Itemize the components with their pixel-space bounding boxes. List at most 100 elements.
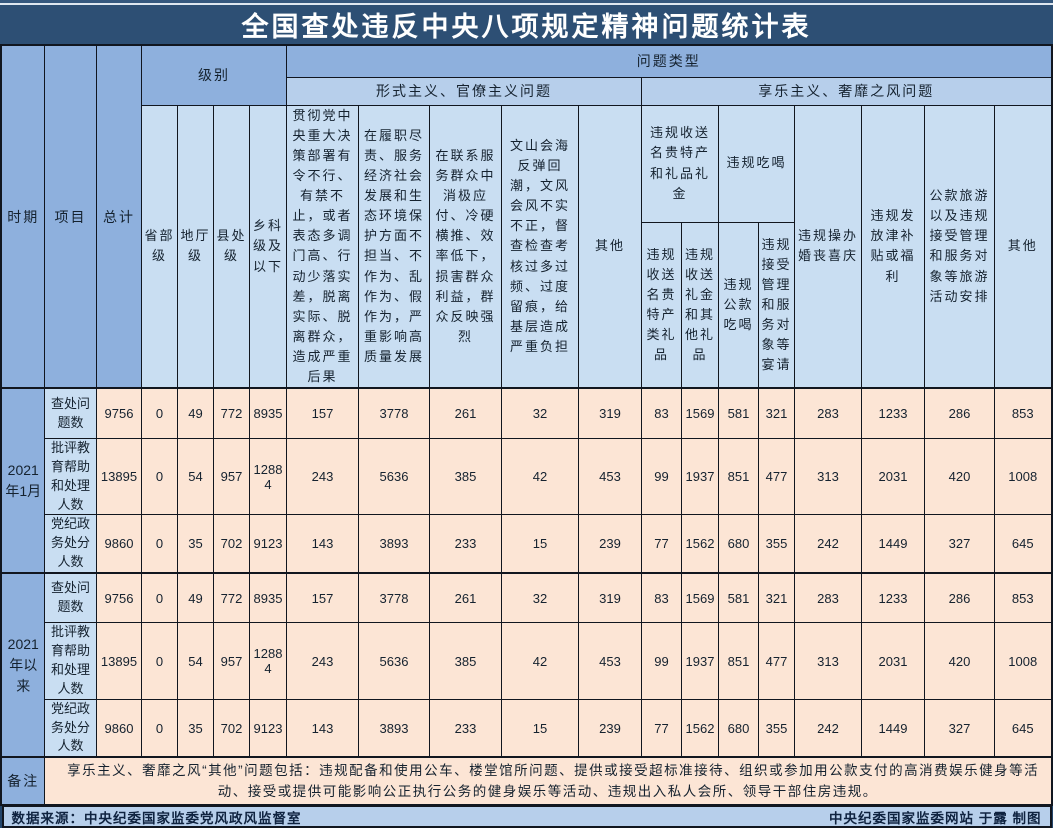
data-cell: 9123: [248, 698, 287, 758]
data-cell: 321: [757, 571, 795, 624]
data-cell: 477: [757, 622, 795, 700]
header-item: 项目: [43, 44, 97, 389]
data-cell: 851: [717, 437, 759, 516]
data-cell: 702: [212, 514, 250, 574]
data-cell: 1449: [860, 698, 925, 758]
data-cell: 42: [500, 622, 579, 700]
stats-table: 时期 项目 总计 级别 问题类型 形式主义、官僚主义问题 享乐主义、奢靡之风问题…: [0, 44, 1053, 807]
data-cell: 99: [640, 437, 682, 516]
data-cell: 313: [793, 622, 862, 700]
header-dining-group: 违规吃喝: [717, 104, 795, 223]
data-cell: 581: [717, 387, 759, 439]
data-cell: 0: [140, 571, 178, 624]
header-level-prefecture: 地厅级: [176, 104, 214, 389]
data-cell: 3778: [357, 387, 430, 439]
page-title: 全国查处违反中央八项规定精神问题统计表: [241, 12, 812, 42]
data-cell: 1562: [680, 698, 719, 758]
data-cell: 54: [176, 622, 214, 700]
data-cell: 83: [640, 387, 682, 439]
data-cell: 243: [285, 622, 359, 700]
data-cell: 9860: [95, 514, 142, 574]
header-allowances: 违规发放津补贴或福利: [860, 104, 925, 389]
table-row: 批评教育帮助和处理人数 13895 0 54 957 12884 243 563…: [1, 622, 1053, 700]
data-cell: 286: [923, 387, 995, 439]
data-cell: 3893: [357, 698, 430, 758]
data-cell: 327: [923, 698, 995, 758]
header-level-county: 县处级: [212, 104, 250, 389]
data-cell: 1569: [680, 571, 719, 624]
data-cell: 645: [993, 698, 1053, 758]
data-cell: 49: [176, 571, 214, 624]
title-bar: 全国查处违反中央八项规定精神问题统计表: [0, 5, 1053, 44]
header-gift-group: 违规收送名贵特产和礼品礼金: [640, 104, 719, 223]
data-cell: 9756: [95, 571, 142, 624]
remark-text: 享乐主义、奢靡之风“其他”问题包括：违规配备和使用公车、楼堂馆所问题、提供或接受…: [43, 756, 1053, 806]
header-travel: 公款旅游以及违规接受管理和服务对象等旅游活动安排: [923, 104, 995, 389]
data-cell: 772: [212, 387, 250, 439]
data-cell: 957: [212, 437, 250, 516]
data-cell: 1937: [680, 622, 719, 700]
data-cell: 680: [717, 514, 759, 574]
data-cell: 5636: [357, 437, 430, 516]
row-label: 批评教育帮助和处理人数: [43, 437, 97, 516]
header-level-group: 级别: [140, 44, 287, 106]
header-formalism-other: 其他: [577, 104, 642, 389]
header-row-1: 时期 项目 总计 级别 问题类型: [0, 44, 1053, 389]
data-cell: 143: [285, 514, 359, 574]
data-cell: 286: [923, 571, 995, 624]
row-label: 党纪政务处分人数: [43, 698, 97, 758]
table-row: 党纪政务处分人数 9860 0 35 702 9123 143 3893 233…: [1, 514, 1053, 574]
header-dining-banquets: 违规接受管理和服务对象等宴请: [757, 221, 795, 389]
data-cell: 702: [212, 698, 250, 758]
data-cell: 1562: [680, 514, 719, 574]
data-cell: 355: [757, 698, 795, 758]
header-period: 时期: [0, 44, 45, 389]
header-gift-money: 违规收送礼金和其他礼品: [680, 221, 719, 389]
data-cell: 321: [757, 387, 795, 439]
data-cell: 77: [640, 514, 682, 574]
data-cell: 772: [212, 571, 250, 624]
table-row: 批评教育帮助和处理人数 13895 0 54 957 12884 243 563…: [1, 437, 1053, 516]
top-divider-line: [0, 3, 1053, 5]
data-cell: 13895: [95, 622, 142, 700]
header-weddings: 违规操办婚丧喜庆: [793, 104, 862, 389]
data-cell: 957: [212, 622, 250, 700]
footer-source: 数据来源：中央纪委国家监委党风政风监督室: [11, 810, 302, 826]
data-cell: 453: [577, 622, 642, 700]
header-hedonism-group: 享乐主义、奢靡之风问题: [640, 76, 1053, 106]
header-row-3: 省部级 地厅级 县处级 乡科级及以下 贯彻党中央重大决策部署有令不行、有禁不止，…: [1, 104, 1053, 389]
header-level-provincial: 省部级: [140, 104, 178, 389]
data-cell: 3778: [357, 571, 430, 624]
data-cell: 242: [793, 698, 862, 758]
data-cell: 853: [993, 387, 1053, 439]
header-row-4: 违规收送名贵特产类礼品 违规收送礼金和其他礼品 违规公款吃喝 违规接受管理和服务…: [1, 221, 1051, 389]
data-cell: 3893: [357, 514, 430, 574]
data-cell: 157: [285, 387, 359, 439]
data-cell: 239: [577, 514, 642, 574]
data-cell: 0: [140, 387, 178, 439]
table-row: 2021年1月 查处问题数 9756 0 49 772 8935 157 377…: [0, 387, 1053, 574]
header-total: 总计: [95, 44, 142, 389]
data-cell: 313: [793, 437, 862, 516]
data-cell: 13895: [95, 437, 142, 516]
data-cell: 645: [993, 514, 1053, 574]
data-cell: 1008: [993, 622, 1053, 700]
header-gift-specialty: 违规收送名贵特产类礼品: [640, 221, 682, 389]
data-cell: 0: [140, 437, 178, 516]
data-cell: 1008: [993, 437, 1053, 516]
data-cell: 261: [428, 387, 502, 439]
data-cell: 233: [428, 514, 502, 574]
data-cell: 54: [176, 437, 214, 516]
data-cell: 77: [640, 698, 682, 758]
data-cell: 9756: [95, 387, 142, 439]
data-cell: 853: [993, 571, 1053, 624]
row-label: 查处问题数: [43, 387, 97, 439]
data-cell: 1233: [860, 387, 925, 439]
data-cell: 49: [176, 387, 214, 439]
data-cell: 1937: [680, 437, 719, 516]
period-cell: 2021年1月: [0, 387, 45, 574]
data-cell: 283: [793, 387, 862, 439]
header-formalism-policy: 贯彻党中央重大决策部署有令不行、有禁不止，或者表态多调门高、行动少落实差，脱离实…: [285, 104, 359, 389]
data-cell: 32: [500, 571, 579, 624]
header-formalism-masses: 在联系服务群众中消极应付、冷硬横推、效率低下，损害群众利益，群众反映强烈: [428, 104, 502, 389]
